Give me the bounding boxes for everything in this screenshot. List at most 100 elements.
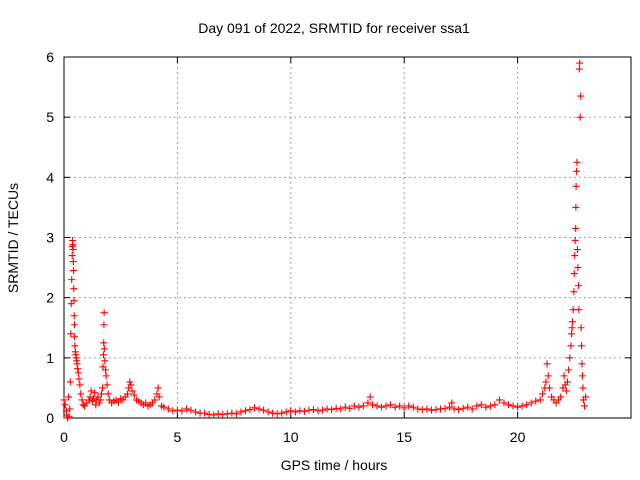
data-point	[323, 405, 331, 413]
data-point	[95, 399, 103, 407]
data-point	[527, 399, 535, 407]
data-point	[155, 393, 163, 401]
data-point	[436, 405, 444, 413]
data-point	[130, 391, 138, 399]
y-tick-label: 3	[46, 230, 54, 246]
data-point	[366, 393, 374, 401]
data-point	[573, 158, 581, 166]
data-point	[260, 406, 268, 414]
data-point	[60, 396, 68, 404]
data-point	[69, 246, 77, 254]
data-point	[566, 354, 574, 362]
data-point	[187, 406, 195, 414]
data-point	[570, 288, 578, 296]
data-point	[582, 393, 590, 401]
data-point	[127, 381, 135, 389]
data-point	[102, 366, 110, 374]
y-tick-label: 5	[46, 109, 54, 125]
data-point	[92, 401, 100, 409]
data-point	[85, 396, 93, 404]
data-point	[400, 404, 408, 412]
data-point	[70, 312, 78, 320]
data-point	[69, 258, 77, 266]
data-point	[305, 406, 313, 414]
x-tick-label: 10	[283, 429, 299, 445]
data-point	[126, 378, 134, 386]
data-point	[568, 330, 576, 338]
data-point	[264, 408, 272, 416]
data-point	[576, 113, 584, 121]
data-point	[103, 381, 111, 389]
data-point	[477, 401, 485, 409]
axis-ticks: 0 5 10 15 20 0 1 2 3 4 5 6	[46, 49, 631, 445]
data-point	[557, 393, 565, 401]
data-points	[60, 59, 590, 422]
data-point	[387, 401, 395, 409]
data-point	[418, 406, 426, 414]
data-point	[201, 409, 209, 417]
data-point	[63, 414, 71, 422]
data-point	[296, 407, 304, 415]
data-point	[66, 405, 74, 413]
data-point	[205, 410, 213, 418]
data-point	[237, 408, 245, 416]
data-point	[70, 267, 78, 275]
data-point	[74, 365, 82, 373]
data-point	[542, 378, 550, 386]
data-point	[574, 282, 582, 290]
data-point	[468, 405, 476, 413]
data-point	[491, 401, 499, 409]
data-point	[486, 402, 494, 410]
data-point	[269, 409, 277, 417]
data-point	[71, 342, 79, 350]
data-point	[577, 92, 585, 100]
data-point	[96, 396, 104, 404]
data-point	[577, 324, 585, 332]
data-point	[568, 318, 576, 326]
data-point	[543, 360, 551, 368]
y-axis-title: SRMTID / TECUs	[5, 183, 21, 293]
data-point	[65, 393, 73, 401]
data-point	[169, 407, 177, 415]
data-point	[87, 387, 95, 395]
data-point	[544, 372, 552, 380]
x-axis-title: GPS time / hours	[281, 457, 388, 473]
data-point	[214, 410, 222, 418]
data-point	[99, 384, 107, 392]
data-point	[572, 224, 580, 232]
data-point	[70, 297, 78, 305]
data-point	[373, 402, 381, 410]
data-point	[578, 360, 586, 368]
data-point	[518, 402, 526, 410]
y-tick-label: 0	[46, 410, 54, 426]
data-point	[482, 403, 490, 411]
data-point	[382, 402, 390, 410]
data-point	[455, 406, 463, 414]
y-tick-label: 4	[46, 169, 54, 185]
data-point	[182, 405, 190, 413]
x-tick-label: 5	[174, 429, 182, 445]
chart-title: Day 091 of 2022, SRMTID for receiver ssa…	[198, 20, 470, 36]
data-point	[75, 375, 83, 383]
y-tick-label: 2	[46, 290, 54, 306]
data-point	[128, 387, 136, 395]
data-point	[355, 403, 363, 411]
data-point	[241, 407, 249, 415]
data-point	[500, 399, 508, 407]
data-point	[223, 410, 231, 418]
data-point	[278, 409, 286, 417]
data-point	[495, 396, 503, 404]
data-point	[68, 252, 76, 260]
data-point	[192, 408, 200, 416]
data-point	[154, 384, 162, 392]
data-point	[70, 285, 78, 293]
data-point	[359, 402, 367, 410]
data-point	[532, 397, 540, 405]
data-point	[409, 403, 417, 411]
data-point	[178, 407, 186, 415]
data-point	[104, 390, 112, 398]
data-point	[74, 369, 82, 377]
x-tick-label: 0	[60, 429, 68, 445]
data-point	[441, 404, 449, 412]
data-point	[328, 406, 336, 414]
